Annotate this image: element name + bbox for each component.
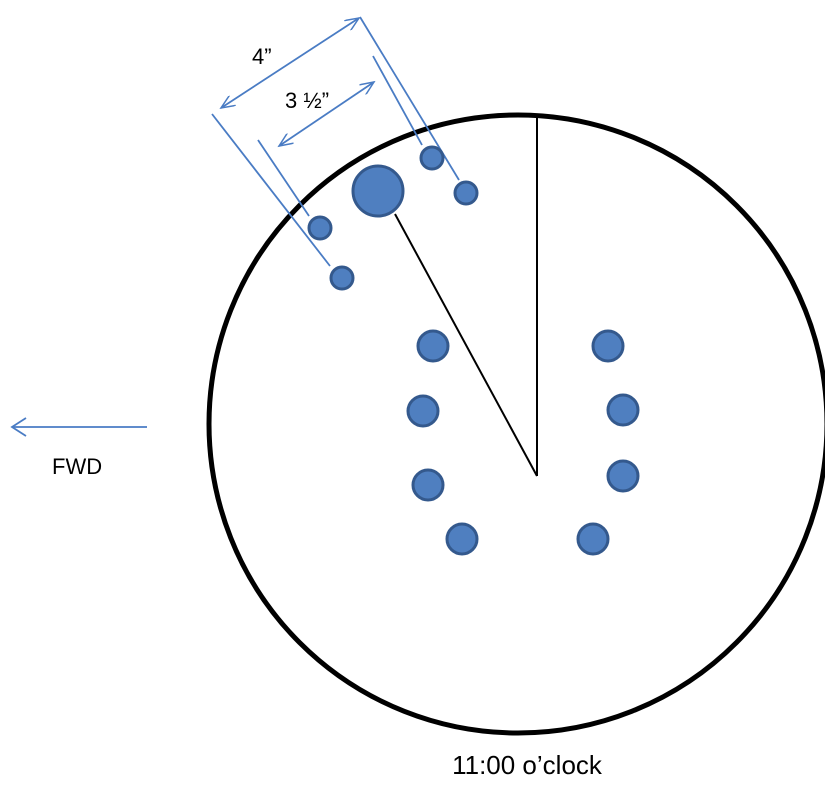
small-hole xyxy=(453,180,479,206)
bolt-hole xyxy=(606,459,640,493)
dimension-label-inner: 3 ½” xyxy=(285,88,329,113)
small-hole xyxy=(307,215,333,241)
extension-line-inner-right xyxy=(372,55,423,146)
bolt-hole xyxy=(411,468,445,502)
extension-line-inner-left xyxy=(257,139,310,217)
bolt-hole xyxy=(445,522,479,556)
dimension-arrow-inner xyxy=(279,82,374,146)
bolt-hole xyxy=(576,522,610,556)
small-hole xyxy=(419,145,445,171)
dimension-arrow-outer xyxy=(221,18,359,108)
direction-label: FWD xyxy=(52,454,102,479)
dimension-label-outer: 4” xyxy=(252,44,272,69)
small-hole xyxy=(329,265,355,291)
bolt-hole xyxy=(606,393,640,427)
bolt-hole xyxy=(416,329,450,363)
extension-line-outer-left xyxy=(211,113,331,267)
caption: 11:00 o’clock xyxy=(452,750,603,780)
flange-outline xyxy=(206,112,825,736)
bolt-hole xyxy=(591,329,625,363)
large-hole xyxy=(351,164,405,218)
bolt-hole xyxy=(406,394,440,428)
reference-line-angled xyxy=(394,213,538,477)
arrow-left-icon xyxy=(10,417,147,437)
